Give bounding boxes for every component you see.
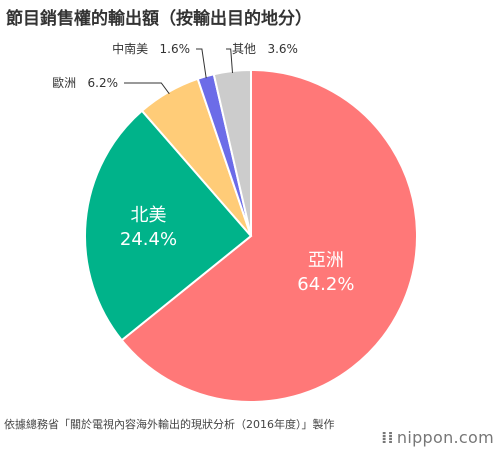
source-note: 依據總務省「關於電視內容海外輸出的現狀分析（2016年度）」製作 [4, 418, 335, 431]
pie-slice-0 [120, 68, 418, 403]
leader-line [196, 48, 207, 79]
slice-label: 北美 [130, 205, 166, 226]
slice-label: 中南美 1.6% [112, 41, 190, 56]
slice-label: 其他 3.6% [232, 42, 298, 56]
brand-mark-icon: ⁞⁞ [381, 428, 394, 447]
chart-title: 節目銷售權的輸出額（按輸出目的地分） [6, 9, 312, 29]
slice-label: 歐洲 6.2% [52, 75, 118, 90]
brand-name: nippon.com [396, 428, 494, 447]
leader-line [124, 82, 170, 95]
slice-value-label: 64.2% [297, 274, 354, 295]
brand-logo: ⁞⁞ nippon.com [381, 428, 494, 447]
leader-line [226, 48, 233, 74]
pie-slice-1 [84, 109, 253, 342]
slice-label: 亞洲 [308, 250, 344, 271]
slice-value-label: 24.4% [120, 229, 177, 250]
